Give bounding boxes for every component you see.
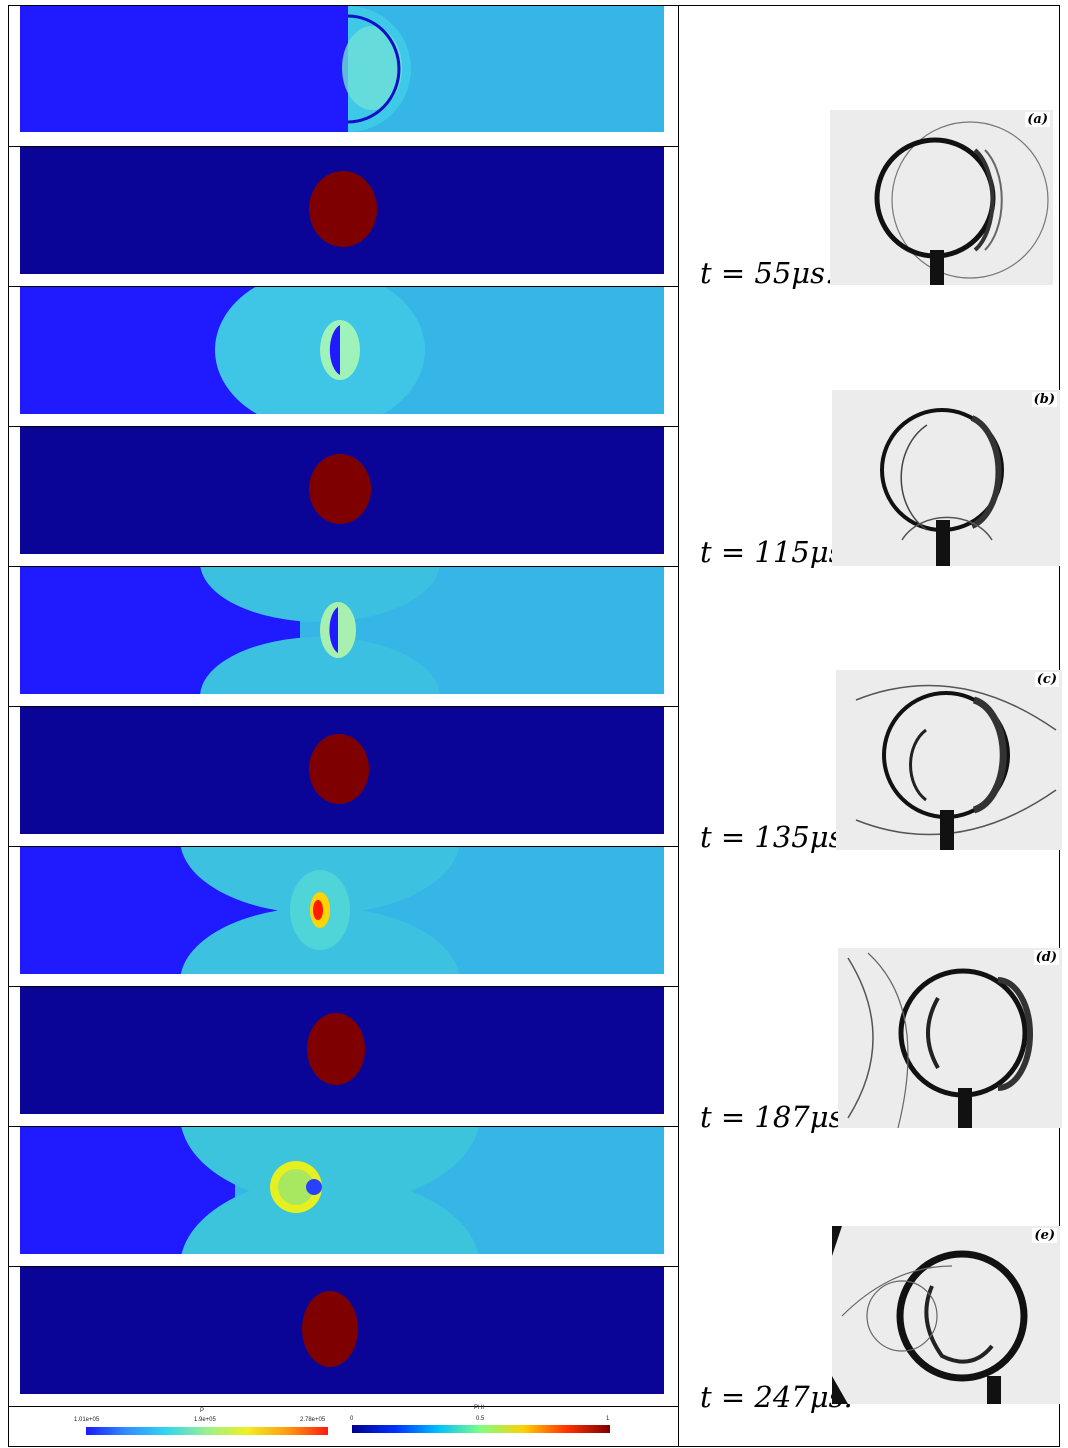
experimental-photo: (d)	[838, 948, 1062, 1128]
photo-tag: (e)	[1032, 1228, 1057, 1243]
phi-field-panel	[20, 427, 664, 554]
row-divider	[8, 706, 678, 707]
pressure-colorbar-max-label: 2.78e+05	[300, 1417, 326, 1423]
pressure-colorbar-mid-label: 1.9e+05	[194, 1417, 216, 1423]
phi-colorbar-mid-label: 0.5	[476, 1416, 485, 1422]
time-label: t = 115μs.	[700, 535, 853, 569]
time-label: t = 247μs.	[700, 1380, 853, 1414]
table-column-divider	[678, 5, 679, 1447]
photo-tag: (c)	[1034, 672, 1059, 687]
phi-field-panel	[20, 707, 664, 834]
row-divider	[8, 426, 678, 427]
experimental-photo: (c)	[836, 670, 1062, 850]
pressure-field-panel	[20, 1127, 664, 1254]
phi-colorbar: PHI 0 0.5 1	[350, 1405, 612, 1437]
time-label: t = 187μs.	[700, 1100, 853, 1134]
pressure-field-panel	[20, 567, 664, 694]
photo-tag: (b)	[1031, 392, 1057, 407]
table-border-top	[8, 5, 1060, 6]
row-divider	[8, 986, 678, 987]
experimental-photo: (a)	[830, 110, 1053, 285]
phi-field-panel	[20, 147, 664, 274]
experimental-photo: (e)	[832, 1226, 1060, 1404]
table-border-left	[8, 5, 9, 1447]
pressure-colorbar-title: P	[200, 1408, 205, 1414]
phi-colorbar-title: PHI	[474, 1405, 485, 1411]
pressure-colorbar: P 1.01e+05 1.9e+05 2.78e+05	[72, 1408, 332, 1440]
photo-tag: (d)	[1033, 950, 1059, 965]
phi-field-panel	[20, 1267, 664, 1394]
pressure-field-panel	[20, 287, 664, 414]
experimental-photo: (b)	[832, 390, 1060, 566]
time-label: t = 135μs.	[700, 820, 853, 854]
phi-field-panel	[20, 987, 664, 1114]
row-divider	[8, 1406, 678, 1407]
pressure-colorbar-min-label: 1.01e+05	[74, 1417, 100, 1423]
pressure-field-panel	[20, 6, 664, 132]
pressure-colorbar-gradient	[86, 1427, 328, 1435]
row-divider	[8, 1266, 678, 1267]
photo-tag: (a)	[1025, 112, 1050, 127]
phi-colorbar-max-label: 1	[606, 1416, 610, 1422]
phi-colorbar-gradient	[352, 1425, 610, 1433]
pressure-field-panel	[20, 847, 664, 974]
row-divider	[8, 146, 678, 147]
table-border-bottom	[8, 1446, 1060, 1447]
time-label: t = 55μs.	[700, 256, 835, 290]
phi-colorbar-min-label: 0	[350, 1416, 354, 1422]
